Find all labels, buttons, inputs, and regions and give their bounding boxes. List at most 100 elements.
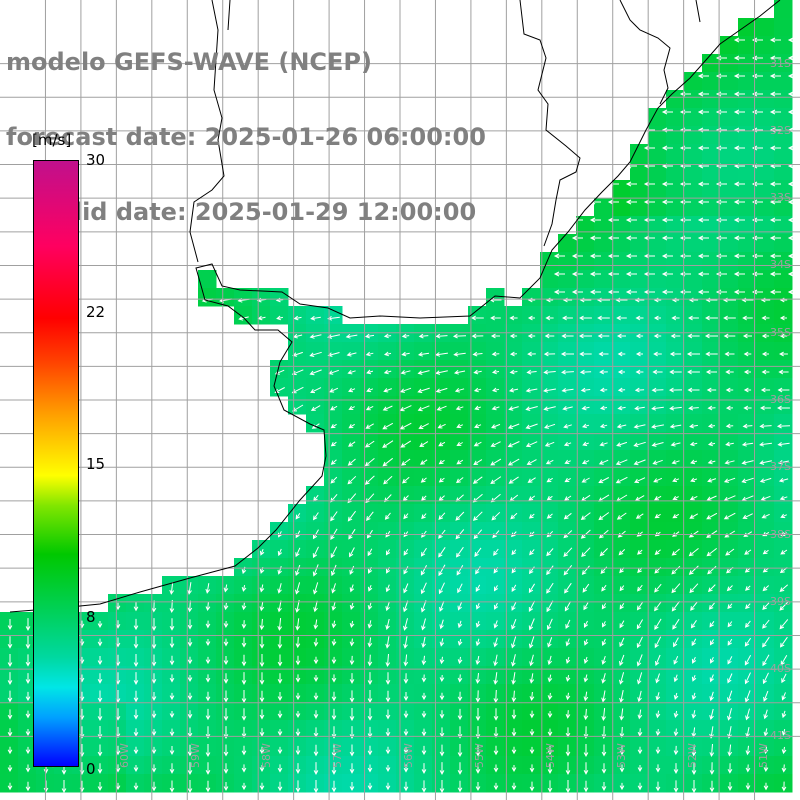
wind-arrow xyxy=(493,548,499,556)
wind-arrow xyxy=(401,333,410,339)
wind-arrow xyxy=(545,459,554,465)
wind-speed-cell xyxy=(360,360,379,379)
wind-speed-cell xyxy=(558,306,577,325)
wind-arrow xyxy=(349,708,355,722)
wind-speed-cell xyxy=(432,396,451,415)
wind-speed-cell xyxy=(432,702,451,721)
wind-arrow xyxy=(564,477,571,483)
wind-arrow xyxy=(761,351,769,357)
wind-speed-cell xyxy=(252,756,271,775)
wind-speed-cell xyxy=(468,558,487,577)
wind-speed-cell xyxy=(522,450,541,469)
wind-speed-cell xyxy=(342,522,361,541)
wind-speed-cell xyxy=(774,396,793,415)
wind-speed-cell xyxy=(468,702,487,721)
wind-speed-cell xyxy=(342,342,361,361)
wind-speed-cell xyxy=(612,234,631,253)
wind-arrow xyxy=(511,709,517,720)
wind-arrow xyxy=(725,441,734,447)
wind-arrow xyxy=(697,289,709,295)
wind-arrow xyxy=(670,442,681,447)
wind-speed-cell xyxy=(306,378,325,397)
wind-speed-cell xyxy=(630,378,649,397)
wind-speed-cell xyxy=(288,504,307,523)
wind-arrow xyxy=(617,387,626,393)
wind-arrow xyxy=(744,690,751,703)
wind-arrow xyxy=(439,692,445,701)
wind-speed-cell xyxy=(450,486,469,505)
wind-speed-cell xyxy=(468,648,487,667)
wind-speed-cell xyxy=(270,612,289,631)
wind-speed-cell xyxy=(774,36,793,55)
wind-arrow xyxy=(475,655,481,666)
wind-speed-cell xyxy=(216,666,235,685)
wind-speed-cell xyxy=(630,756,649,775)
wind-speed-cell xyxy=(774,774,793,793)
wind-speed-cell xyxy=(342,468,361,487)
wind-speed-cell xyxy=(306,648,325,667)
wind-speed-cell xyxy=(144,738,163,757)
title-forecast-date: forecast date: 2025-01-26 06:00:00 xyxy=(6,123,486,151)
wind-arrow xyxy=(733,253,745,259)
wind-speed-cell xyxy=(630,648,649,667)
wind-speed-cell xyxy=(540,720,559,739)
wind-arrow xyxy=(349,690,355,703)
wind-speed-cell xyxy=(522,702,541,721)
wind-speed-cell xyxy=(108,738,127,757)
wind-arrow xyxy=(511,584,517,593)
wind-arrow xyxy=(769,181,781,187)
wind-arrow xyxy=(347,458,356,466)
wind-speed-cell xyxy=(738,504,757,523)
wind-speed-cell xyxy=(684,378,703,397)
wind-arrow xyxy=(745,745,751,756)
wind-arrow xyxy=(291,369,304,376)
wind-speed-cell xyxy=(432,378,451,397)
wind-speed-cell xyxy=(504,324,523,343)
wind-arrow xyxy=(259,746,265,755)
wind-arrow xyxy=(331,726,337,739)
wind-arrow xyxy=(313,710,319,719)
wind-speed-cell xyxy=(396,468,415,487)
wind-arrow xyxy=(781,764,787,773)
wind-arrow xyxy=(616,512,627,520)
wind-arrow xyxy=(347,510,356,522)
wind-arrow xyxy=(205,656,211,665)
wind-speed-cell xyxy=(360,468,379,487)
wind-speed-cell xyxy=(540,306,559,325)
wind-speed-cell xyxy=(720,360,739,379)
wind-speed-cell xyxy=(234,594,253,613)
wind-speed-cell xyxy=(774,378,793,397)
wind-speed-cell xyxy=(738,216,757,235)
wind-arrow xyxy=(493,745,499,756)
wind-arrow xyxy=(579,369,592,375)
wind-arrow xyxy=(421,780,427,793)
wind-speed-cell xyxy=(594,468,613,487)
wind-speed-cell xyxy=(684,126,703,145)
wind-speed-cell xyxy=(612,270,631,289)
wind-speed-cell xyxy=(612,324,631,343)
wind-arrow xyxy=(475,584,481,593)
wind-speed-cell xyxy=(306,324,325,343)
wind-speed-cell xyxy=(180,738,199,757)
wind-speed-cell xyxy=(612,216,631,235)
wind-arrow xyxy=(511,549,517,556)
wind-arrow xyxy=(546,618,553,631)
wind-speed-cell xyxy=(702,432,721,451)
wind-arrow xyxy=(439,600,445,612)
wind-speed-cell xyxy=(432,342,451,361)
wind-arrow xyxy=(205,639,211,647)
wind-speed-cell xyxy=(720,198,739,217)
wind-speed-cell xyxy=(720,252,739,271)
wind-arrow xyxy=(277,746,283,755)
wind-speed-cell xyxy=(756,414,775,433)
wind-arrow xyxy=(599,423,608,429)
wind-speed-cell xyxy=(234,720,253,739)
wind-arrow xyxy=(625,217,637,223)
wind-arrow xyxy=(223,638,229,647)
wind-speed-cell xyxy=(432,432,451,451)
wind-speed-cell xyxy=(252,666,271,685)
wind-speed-cell xyxy=(342,432,361,451)
wind-arrow xyxy=(403,618,408,631)
wind-speed-cell xyxy=(612,378,631,397)
wind-arrow xyxy=(635,513,644,519)
